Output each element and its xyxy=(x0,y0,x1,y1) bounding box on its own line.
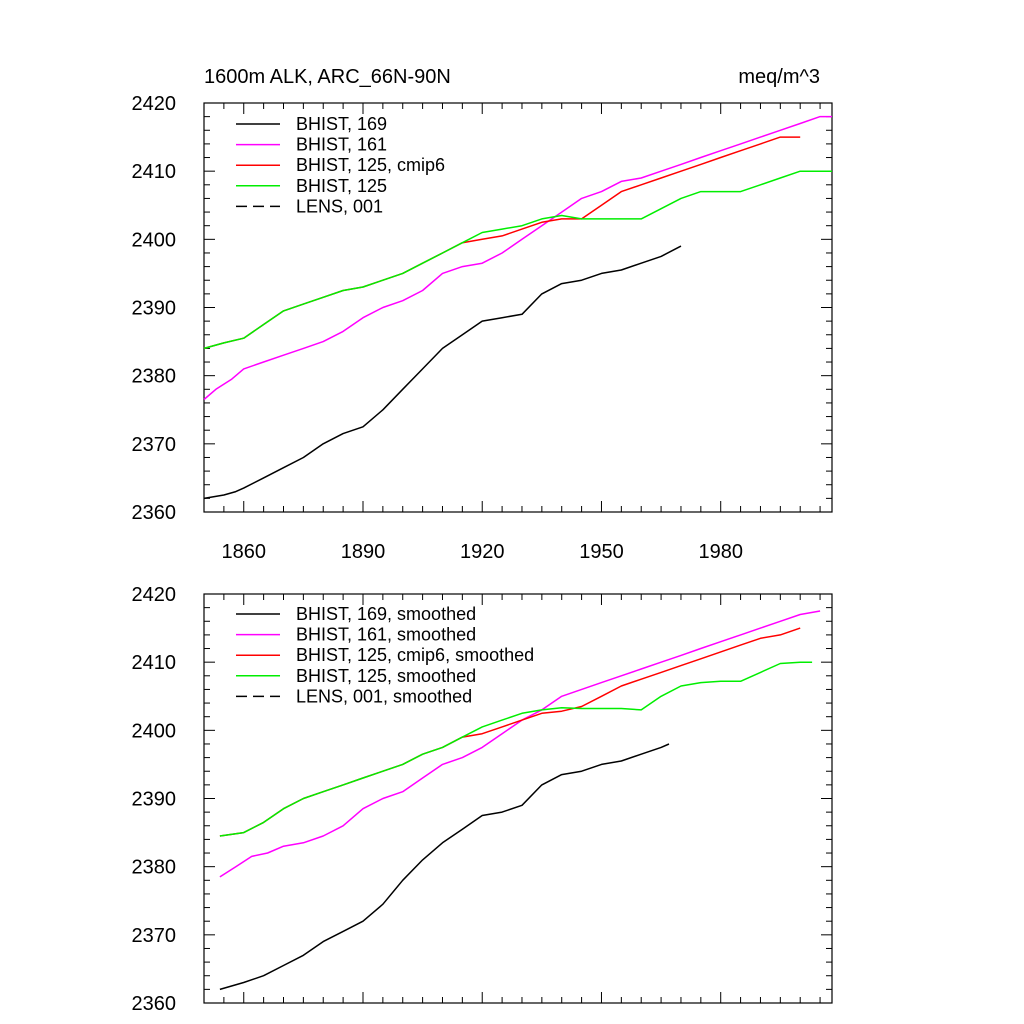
y-tick-label: 2400 xyxy=(132,720,177,742)
x-tick-label: 1890 xyxy=(341,541,386,563)
y-tick-label: 2400 xyxy=(132,229,177,251)
y-tick-label: 2420 xyxy=(132,93,177,115)
chart-title: 1600m ALK, ARC_66N-90N xyxy=(204,66,451,88)
y-tick-label: 2410 xyxy=(132,652,177,674)
x-tick-label: 1860 xyxy=(221,541,266,563)
legend-label: BHIST, 125, cmip6, smoothed xyxy=(296,645,534,665)
bottom-panel: 2360 2370 2380 2390 2400 2410 2420 BHIST, 169, … xyxy=(132,584,833,1015)
x-tick-label: 1980 xyxy=(698,541,743,563)
series-line-1 xyxy=(203,115,832,401)
x-tick-label: 1920 xyxy=(460,541,505,563)
legend-label: BHIST, 125, cmip6 xyxy=(296,155,445,175)
chart-units: meq/m^3 xyxy=(738,66,820,88)
y-tick-label: 2380 xyxy=(132,857,177,879)
legend-label: BHIST, 125, smoothed xyxy=(296,666,476,686)
series-line-0 xyxy=(203,245,682,500)
y-tick-label: 2370 xyxy=(132,434,177,456)
legend-label: LENS, 001, smoothed xyxy=(296,686,472,706)
y-tick-label: 2390 xyxy=(132,298,177,320)
y-tick-label: 2360 xyxy=(132,502,177,524)
y-tick-label: 2370 xyxy=(132,925,177,947)
series-line-3 xyxy=(219,661,813,837)
top-panel: 2360 2370 2380 2390 2400 2410 2420 1860 1890 1920… xyxy=(132,93,833,563)
y-tick-label: 2390 xyxy=(132,789,177,811)
series-line-0 xyxy=(219,743,670,991)
y-tick-label: 2360 xyxy=(132,993,177,1015)
y-tick-label: 2420 xyxy=(132,584,177,606)
legend-label: BHIST, 169, smoothed xyxy=(296,604,476,624)
legend-label: BHIST, 169 xyxy=(296,114,387,134)
x-tick-label: 1950 xyxy=(579,541,624,563)
legend-label: BHIST, 161 xyxy=(296,135,387,155)
legend-label: BHIST, 125 xyxy=(296,176,387,196)
legend-label: BHIST, 161, smoothed xyxy=(296,625,476,645)
series-line-2 xyxy=(203,136,801,350)
y-tick-label: 2410 xyxy=(132,161,177,183)
series-line-3 xyxy=(203,170,832,350)
legend-label: LENS, 001 xyxy=(296,196,383,216)
y-tick-label: 2380 xyxy=(132,366,177,388)
series-line-1 xyxy=(219,610,821,878)
